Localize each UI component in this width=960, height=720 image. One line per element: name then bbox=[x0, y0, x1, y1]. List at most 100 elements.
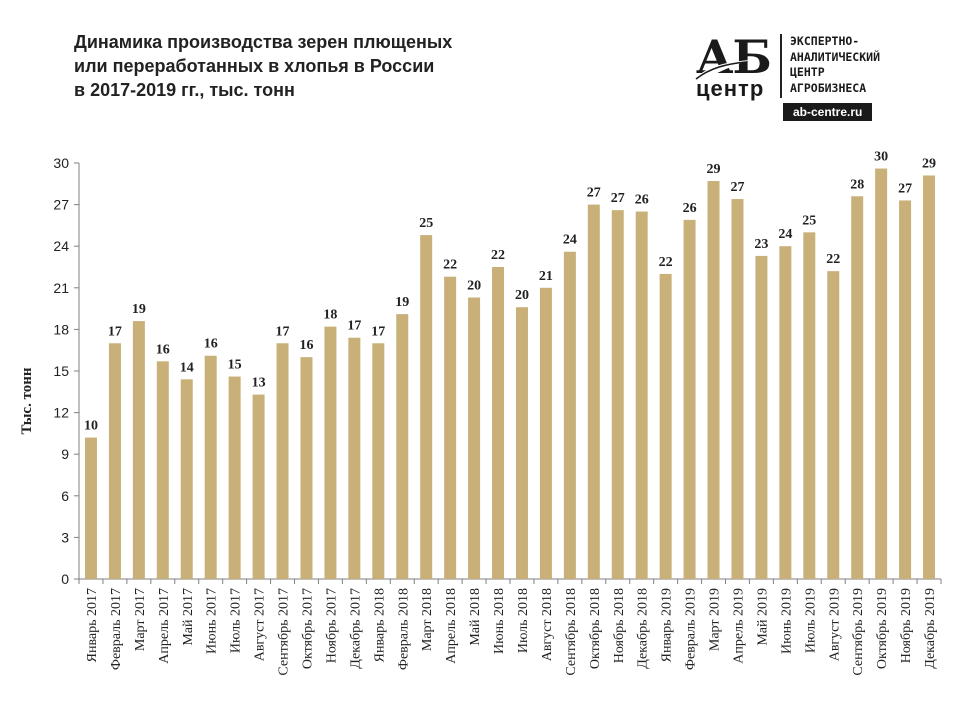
title-line-1: Динамика производства зерен плющеных bbox=[74, 32, 453, 52]
category-label: Декабрь 2019 bbox=[923, 588, 938, 669]
category-label: Июнь 2019 bbox=[779, 588, 794, 654]
category-label: Октябрь 2018 bbox=[588, 588, 603, 669]
bar bbox=[108, 343, 121, 579]
logo-text: ЭКСПЕРТНО- АНАЛИТИЧЕСКИЙ ЦЕНТР АГРОБИЗНЕ… bbox=[790, 34, 880, 96]
logo-text-line-2: АНАЛИТИЧЕСКИЙ bbox=[790, 49, 881, 64]
bar bbox=[659, 273, 672, 579]
bar-value-label: 18 bbox=[323, 308, 337, 323]
bar-value-label: 25 bbox=[419, 216, 433, 231]
bar-value-label: 27 bbox=[611, 191, 625, 206]
bar-value-label: 26 bbox=[635, 193, 649, 208]
bar bbox=[276, 343, 289, 579]
bar-value-label: 22 bbox=[826, 252, 840, 267]
bar bbox=[851, 196, 864, 579]
bar-value-label: 15 bbox=[228, 358, 242, 373]
bar bbox=[515, 307, 528, 579]
logo-site-url: ab-centre.ru bbox=[783, 103, 873, 121]
bar bbox=[324, 326, 337, 579]
bar bbox=[372, 343, 385, 579]
category-label: Февраль 2019 bbox=[684, 588, 699, 670]
ab-centre-logo: АБ центр ЭКСПЕРТНО- АНАЛИТИЧЕСКИЙ ЦЕНТР … bbox=[688, 30, 934, 122]
bar bbox=[539, 287, 552, 579]
category-label: Апрель 2019 bbox=[731, 588, 746, 664]
category-label: Июль 2017 bbox=[229, 588, 244, 653]
category-label: Апрель 2018 bbox=[444, 588, 459, 664]
bar-value-label: 28 bbox=[850, 177, 864, 192]
category-label: Октябрь 2019 bbox=[875, 588, 890, 669]
y-axis-title: Тыс. тонн bbox=[19, 367, 35, 434]
y-tick-label: 30 bbox=[53, 155, 69, 171]
title-line-2: или переработанных в хлопья в России bbox=[74, 56, 435, 76]
bar bbox=[923, 175, 936, 580]
category-label: Ноябрь 2017 bbox=[324, 588, 339, 663]
bar-value-label: 17 bbox=[347, 319, 361, 334]
category-label: Январь 2017 bbox=[85, 588, 100, 662]
category-label: Июнь 2017 bbox=[205, 588, 220, 654]
bar-value-label: 19 bbox=[132, 302, 146, 317]
category-label: Август 2019 bbox=[827, 588, 842, 661]
title-line-3: в 2017-2019 гг., тыс. тонн bbox=[74, 80, 295, 100]
bar bbox=[444, 276, 457, 579]
bar bbox=[779, 246, 792, 579]
bar-value-label: 17 bbox=[276, 324, 290, 339]
bar-value-label: 22 bbox=[443, 258, 457, 273]
bar-value-label: 16 bbox=[299, 338, 313, 353]
y-tick-label: 9 bbox=[61, 446, 69, 462]
category-label: Май 2017 bbox=[181, 588, 196, 646]
bar-value-label: 27 bbox=[730, 180, 744, 195]
logo-text-line-3: ЦЕНТР bbox=[790, 65, 825, 79]
bar-value-label: 14 bbox=[180, 360, 194, 375]
bar-value-label: 29 bbox=[707, 162, 721, 177]
category-label: Март 2017 bbox=[133, 588, 148, 651]
bar-value-label: 20 bbox=[467, 279, 481, 294]
bar bbox=[587, 204, 600, 579]
bar bbox=[84, 437, 97, 579]
category-label: Март 2019 bbox=[708, 588, 723, 651]
y-tick-label: 18 bbox=[53, 321, 69, 337]
y-tick-label: 21 bbox=[53, 280, 69, 296]
category-label: Ноябрь 2018 bbox=[612, 588, 627, 663]
bar-value-label: 24 bbox=[563, 233, 577, 248]
logo-mark: АБ центр bbox=[692, 32, 778, 100]
chart-title: Динамика производства зерен плющеных или… bbox=[74, 30, 554, 102]
bar bbox=[228, 376, 241, 579]
bar bbox=[803, 232, 816, 580]
bar bbox=[420, 235, 433, 579]
bar bbox=[731, 199, 744, 579]
bar-value-label: 26 bbox=[683, 201, 697, 216]
bar bbox=[635, 211, 648, 580]
category-label: Август 2017 bbox=[253, 588, 268, 661]
bar-value-label: 27 bbox=[587, 186, 601, 201]
bar-value-label: 17 bbox=[108, 324, 122, 339]
bar-value-label: 24 bbox=[778, 227, 792, 242]
bar bbox=[348, 337, 361, 579]
bar-value-label: 16 bbox=[204, 337, 218, 352]
logo-text-line-4: АГРОБИЗНЕСА bbox=[790, 80, 867, 95]
y-tick-label: 24 bbox=[53, 238, 69, 254]
bar bbox=[204, 355, 217, 579]
bar-value-label: 25 bbox=[802, 213, 816, 228]
bar bbox=[707, 181, 720, 579]
category-label: Декабрь 2018 bbox=[636, 588, 651, 669]
category-label: Август 2018 bbox=[540, 588, 555, 661]
category-label: Январь 2018 bbox=[372, 588, 387, 662]
bar bbox=[827, 271, 840, 579]
logo-text-line-1: ЭКСПЕРТНО- bbox=[790, 34, 860, 48]
bar-value-label: 27 bbox=[898, 181, 912, 196]
bar bbox=[683, 219, 696, 579]
category-label: Ноябрь 2019 bbox=[899, 588, 914, 663]
bar-value-label: 22 bbox=[659, 255, 673, 270]
bar-value-label: 19 bbox=[395, 295, 409, 310]
category-label: Май 2018 bbox=[468, 588, 483, 646]
category-label: Февраль 2018 bbox=[396, 588, 411, 670]
bar bbox=[563, 251, 576, 579]
bar-value-label: 17 bbox=[371, 324, 385, 339]
bar bbox=[492, 267, 505, 579]
bar-value-label: 13 bbox=[252, 376, 266, 391]
bar bbox=[252, 394, 265, 579]
bar bbox=[468, 297, 481, 579]
bar-value-label: 16 bbox=[156, 342, 170, 357]
logo-divider bbox=[780, 34, 782, 98]
category-label: Сентябрь 2018 bbox=[564, 588, 579, 676]
y-tick-label: 6 bbox=[61, 488, 69, 504]
